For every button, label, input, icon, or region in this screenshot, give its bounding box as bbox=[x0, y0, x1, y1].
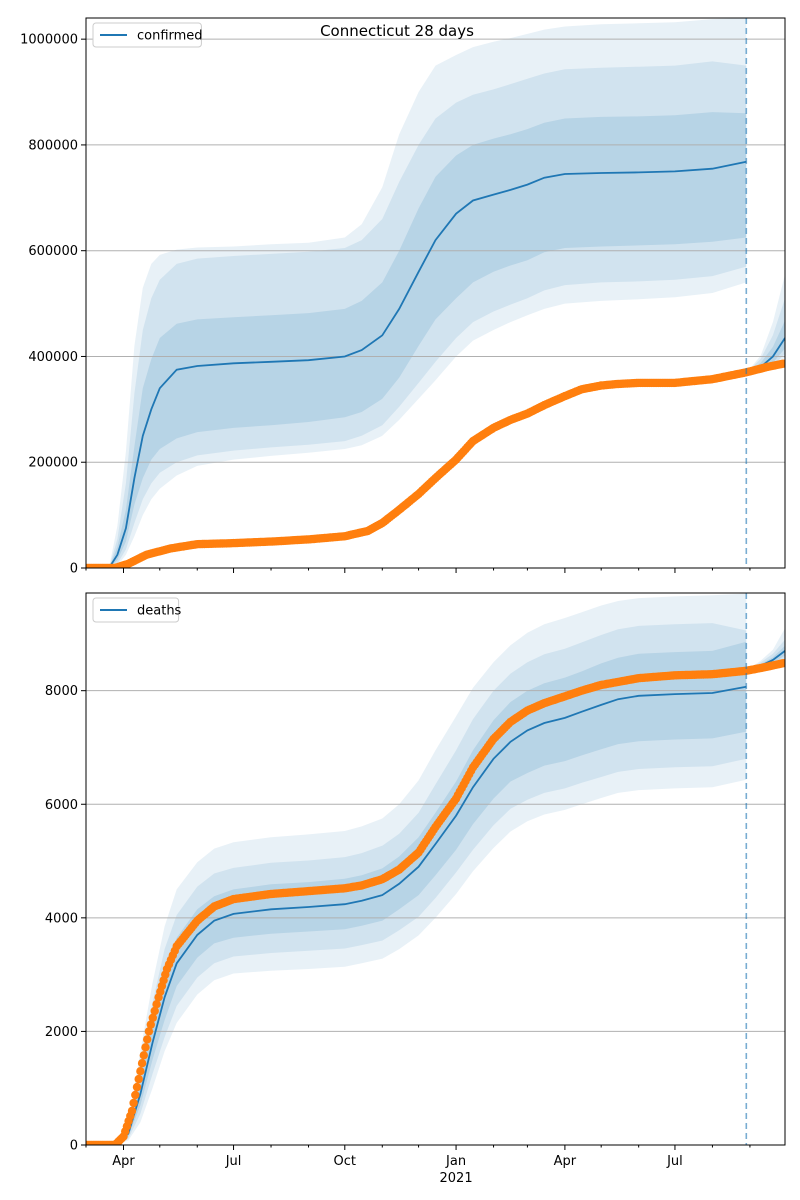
observed-point bbox=[136, 1067, 145, 1076]
deaths-axes-frame bbox=[85, 592, 786, 1146]
deaths-legend: deaths bbox=[92, 597, 182, 623]
observed-point bbox=[150, 1006, 159, 1016]
confirmed-legend: confirmed bbox=[92, 22, 203, 48]
y-tick-label: 400000 bbox=[28, 350, 78, 365]
x-tick-label: Jul bbox=[666, 1154, 683, 1169]
deaths-y-axis: 0 2000 4000 6000 8000 bbox=[45, 684, 86, 1154]
observed-point bbox=[146, 1020, 155, 1029]
confirmed-y-axis: 0 200000 400000 600000 800000 1000000 bbox=[20, 33, 86, 577]
observed-point bbox=[137, 1059, 147, 1068]
y-tick-label: 600000 bbox=[28, 244, 78, 259]
observed-point bbox=[134, 1074, 143, 1084]
confirmed-axes-frame bbox=[85, 17, 786, 569]
tail-band-3 bbox=[746, 628, 785, 671]
confirmed-legend-label: confirmed bbox=[137, 29, 203, 44]
observed-point bbox=[779, 359, 785, 368]
deaths-legend-label: deaths bbox=[137, 604, 182, 619]
tail-band-3 bbox=[746, 274, 785, 374]
observed-point bbox=[143, 1035, 152, 1044]
deaths-panel: 0 2000 4000 6000 8000 Apr Jul Oct Jan Apr Jul 2021… bbox=[45, 592, 786, 1186]
y-tick-label: 0 bbox=[70, 562, 78, 577]
tail-band-1 bbox=[746, 645, 785, 671]
observed-point bbox=[144, 1027, 154, 1036]
model-band-1 bbox=[86, 112, 747, 568]
y-tick-label: 4000 bbox=[45, 911, 78, 926]
y-tick-label: 800000 bbox=[28, 138, 78, 153]
deaths-x-axis: Apr Jul Oct Jan Apr Jul 2021 bbox=[85, 1145, 751, 1186]
model-series-line bbox=[86, 160, 747, 568]
observed-point bbox=[127, 1106, 137, 1116]
observed-point bbox=[129, 1098, 138, 1108]
chart-title: Connecticut 28 days bbox=[320, 22, 474, 40]
confirmed-legend-box bbox=[92, 22, 202, 48]
confirmed-observed-points bbox=[86, 359, 785, 568]
x-tick-label: Apr bbox=[112, 1154, 135, 1169]
observed-point bbox=[139, 1051, 148, 1060]
deaths-legend-box bbox=[92, 597, 180, 623]
tail-band-2 bbox=[746, 298, 785, 374]
x-tick-label: Apr bbox=[554, 1154, 577, 1169]
confirmed-gridlines bbox=[86, 38, 785, 463]
deaths-observed-points bbox=[86, 659, 785, 1145]
observed-point bbox=[148, 1013, 157, 1022]
confirmed-panel: 0 200000 400000 600000 800000 1000000 confirm… bbox=[20, 17, 786, 577]
y-tick-label: 1000000 bbox=[20, 33, 78, 48]
y-tick-label: 200000 bbox=[28, 456, 78, 471]
observed-point bbox=[141, 1043, 150, 1052]
x-year-label: 2021 bbox=[440, 1171, 473, 1186]
model-series-line bbox=[86, 685, 747, 1145]
x-tick-label: Jan bbox=[445, 1154, 466, 1169]
observed-point bbox=[779, 659, 785, 668]
observed-point bbox=[132, 1082, 142, 1092]
y-tick-label: 8000 bbox=[45, 684, 78, 699]
model-band-1 bbox=[86, 641, 747, 1145]
x-tick-label: Jul bbox=[225, 1154, 242, 1169]
confirmed-x-axis bbox=[85, 568, 751, 573]
model-band-2 bbox=[86, 61, 747, 568]
y-tick-label: 6000 bbox=[45, 798, 78, 813]
y-tick-label: 2000 bbox=[45, 1025, 78, 1040]
observed-point bbox=[152, 1000, 161, 1009]
model-band-3 bbox=[86, 18, 747, 568]
model-band-2 bbox=[86, 623, 747, 1145]
y-tick-label: 0 bbox=[70, 1139, 78, 1154]
observed-point bbox=[131, 1090, 140, 1100]
x-tick-label: Oct bbox=[334, 1154, 356, 1169]
confirmed-uncertainty-bands bbox=[86, 18, 785, 568]
